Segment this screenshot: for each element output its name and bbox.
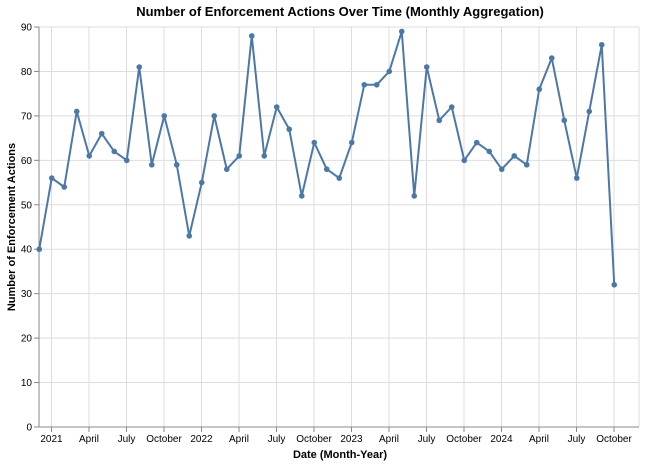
grid — [39, 26, 640, 428]
data-point — [386, 68, 393, 75]
data-point — [423, 64, 430, 70]
data-point — [298, 193, 305, 199]
data-point — [261, 153, 268, 159]
data-point — [536, 86, 543, 93]
data-point — [473, 139, 480, 146]
x-tick-label: 2021 — [40, 434, 63, 445]
data-point — [411, 193, 418, 199]
series — [36, 28, 618, 288]
data-point — [486, 148, 493, 155]
data-point — [61, 184, 68, 190]
data-point — [148, 161, 155, 168]
y-tick-label: 90 — [21, 23, 33, 34]
data-point — [161, 113, 168, 119]
data-point — [461, 157, 468, 164]
data-point — [236, 153, 243, 159]
axes: 0 10 20 30 40 50 60 70 80 90 2021 April July October 2… — [21, 23, 639, 445]
x-tick-label: July — [568, 434, 586, 445]
data-point — [223, 166, 230, 173]
data-point — [498, 166, 505, 173]
data-point — [548, 55, 555, 61]
x-tick-label: April — [229, 434, 249, 445]
data-point — [198, 179, 205, 186]
y-tick-label: 40 — [21, 245, 33, 256]
x-tick-label: April — [529, 434, 549, 445]
data-point — [361, 81, 368, 88]
data-point — [348, 139, 355, 146]
data-point — [98, 130, 105, 137]
data-point — [248, 33, 255, 39]
y-tick-label: 30 — [21, 289, 33, 300]
y-tick-label: 20 — [21, 334, 33, 345]
x-tick-label: 2024 — [490, 434, 513, 445]
data-point — [611, 281, 618, 288]
chart-title: Number of Enforcement Actions Over Time … — [136, 4, 544, 19]
y-tick-label: 10 — [21, 378, 33, 389]
data-point — [273, 104, 280, 110]
data-point — [436, 117, 443, 124]
data-point — [598, 41, 605, 48]
x-tick-label: October — [596, 434, 632, 445]
data-point — [561, 117, 568, 124]
data-point — [36, 246, 43, 253]
x-tick-label: July — [118, 434, 136, 445]
x-tick-label: July — [268, 434, 286, 445]
y-tick-label: 50 — [21, 200, 33, 211]
x-tick-label: April — [79, 434, 99, 445]
y-tick-label: 80 — [21, 67, 33, 78]
y-tick-label: 0 — [26, 423, 32, 434]
x-axis-title: Date (Month-Year) — [293, 449, 387, 461]
y-axis-title: Number of Enforcement Actions — [6, 143, 18, 311]
data-point — [311, 139, 318, 146]
data-point — [523, 161, 530, 168]
y-tick-label: 60 — [21, 156, 33, 167]
data-point — [323, 166, 330, 173]
x-tick-label: October — [296, 434, 332, 445]
data-point — [73, 108, 80, 115]
data-point — [136, 64, 143, 70]
data-point — [286, 126, 293, 133]
data-point — [86, 153, 93, 159]
data-point — [336, 175, 343, 181]
data-point — [211, 113, 218, 119]
data-point — [448, 104, 455, 110]
data-point — [573, 175, 580, 181]
data-point — [111, 148, 118, 155]
data-point — [511, 153, 518, 159]
x-tick-label: April — [379, 434, 399, 445]
x-tick-label: 2022 — [190, 434, 213, 445]
data-point — [123, 157, 130, 164]
x-tick-label: July — [418, 434, 436, 445]
x-tick-label: 2023 — [340, 434, 363, 445]
data-point — [48, 175, 55, 181]
y-tick-label: 70 — [21, 111, 33, 122]
data-point — [398, 28, 405, 35]
data-point — [173, 161, 180, 168]
data-point — [373, 81, 380, 88]
data-point — [586, 108, 593, 115]
x-tick-label: October — [446, 434, 482, 445]
data-point — [186, 233, 193, 239]
x-tick-label: October — [146, 434, 182, 445]
